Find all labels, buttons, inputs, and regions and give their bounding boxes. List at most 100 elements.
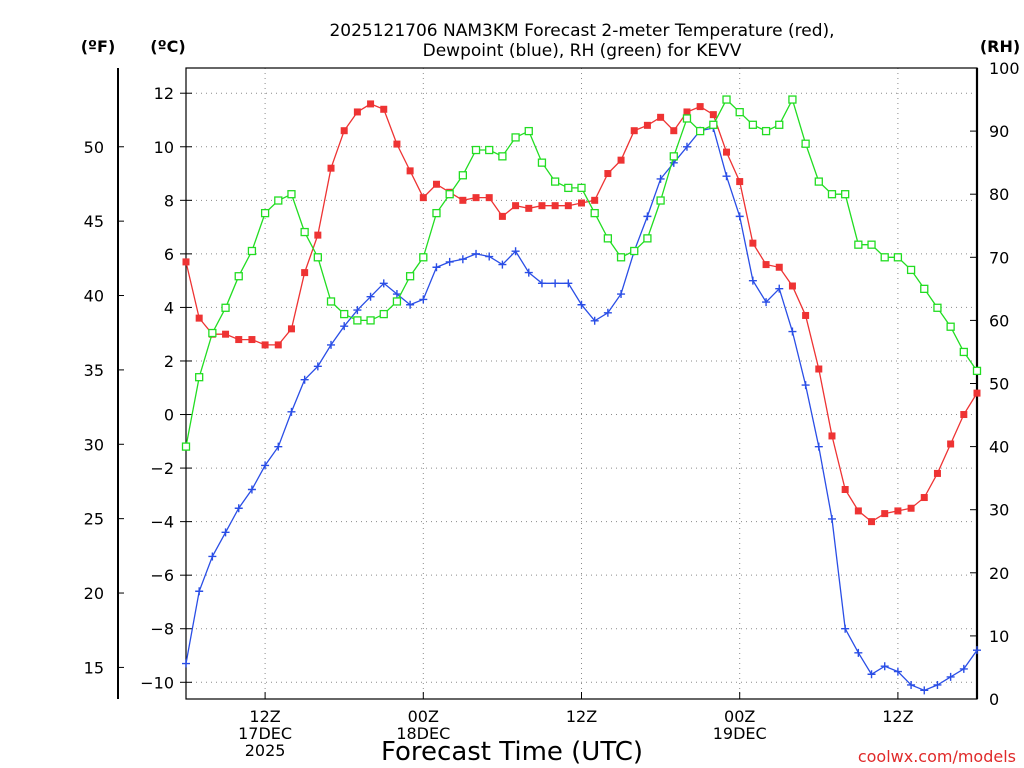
rh-point bbox=[247, 246, 257, 256]
dewpoint-point bbox=[537, 279, 546, 288]
celsius-tick-label: 6 bbox=[164, 245, 174, 264]
rh-point bbox=[630, 246, 639, 256]
temperature-point bbox=[604, 170, 612, 178]
temperature-point bbox=[841, 486, 849, 493]
dewpoint-point bbox=[867, 670, 876, 679]
rh-point bbox=[445, 190, 454, 199]
celsius-tick-label: −10 bbox=[140, 673, 174, 692]
dewpoint-point bbox=[973, 646, 981, 655]
rh-point bbox=[735, 108, 744, 117]
x-tick-label: 12Z bbox=[249, 707, 280, 726]
temperature-point bbox=[736, 178, 744, 186]
x-tick-label: 00Z bbox=[408, 707, 439, 726]
dewpoint-point bbox=[841, 624, 850, 633]
dewpoint-point bbox=[735, 212, 744, 221]
dewpoint-point bbox=[498, 260, 507, 269]
dewpoint-point bbox=[247, 485, 256, 494]
rh-point bbox=[775, 120, 784, 129]
dewpoint-point bbox=[551, 279, 560, 288]
dewpoint-point bbox=[920, 686, 929, 695]
temperature-point bbox=[301, 269, 309, 277]
temperature-point bbox=[393, 140, 401, 148]
rh-point bbox=[590, 208, 599, 218]
rh-point bbox=[432, 208, 441, 218]
dewpoint-point bbox=[617, 290, 626, 299]
rh-tick-label: 100 bbox=[989, 59, 1020, 78]
dewpoint-point bbox=[392, 290, 401, 299]
rh-point bbox=[458, 171, 468, 180]
dewpoint-point bbox=[682, 142, 691, 151]
rh-point bbox=[906, 265, 916, 275]
rh-point bbox=[392, 297, 402, 306]
rh-point bbox=[537, 158, 547, 167]
dewpoint-point bbox=[379, 279, 388, 288]
rh-point bbox=[340, 309, 349, 319]
temperature-point bbox=[551, 202, 559, 210]
celsius-tick-label: 0 bbox=[164, 406, 174, 425]
dewpoint-point bbox=[458, 255, 467, 264]
dewpoint-point bbox=[524, 268, 533, 277]
temperature-point bbox=[670, 127, 678, 135]
rh-tick-label: 50 bbox=[989, 375, 1009, 394]
rh-point bbox=[366, 316, 375, 325]
temperature-point bbox=[881, 510, 889, 518]
rh-tick-label: 70 bbox=[989, 248, 1009, 267]
rh-point bbox=[274, 196, 283, 205]
temperature-point bbox=[498, 212, 506, 220]
dewpoint-point bbox=[656, 174, 665, 183]
rh-point bbox=[405, 272, 415, 281]
fahrenheit-tick-label: 35 bbox=[84, 361, 104, 380]
dewpoint-point bbox=[287, 407, 296, 416]
rh-tick-label: 30 bbox=[989, 501, 1009, 520]
temperature-point bbox=[749, 239, 757, 247]
temperature-point bbox=[195, 314, 203, 322]
x-tick-label: 17DEC bbox=[238, 724, 292, 743]
rh-point bbox=[959, 347, 968, 357]
dewpoint-point bbox=[564, 279, 573, 288]
rh-point bbox=[696, 126, 705, 136]
rh-point bbox=[485, 145, 494, 155]
rh-tick-label: 90 bbox=[989, 122, 1009, 141]
temperature-point bbox=[419, 194, 427, 202]
source-credit: coolwx.com/models bbox=[858, 747, 1016, 766]
rh-point bbox=[287, 190, 296, 199]
rh-point bbox=[709, 120, 718, 129]
fahrenheit-tick-label: 45 bbox=[84, 212, 104, 231]
dewpoint-line bbox=[185, 127, 978, 692]
rh-point bbox=[603, 234, 613, 243]
temperature-point bbox=[775, 263, 783, 271]
temperature-point bbox=[235, 336, 243, 344]
dewpoint-point bbox=[432, 263, 441, 272]
temperature-point bbox=[287, 325, 295, 333]
rh-point bbox=[801, 139, 810, 148]
temperature-point bbox=[960, 411, 968, 419]
celsius-tick-label: 12 bbox=[154, 84, 174, 103]
rh-point bbox=[854, 240, 863, 249]
dewpoint-point bbox=[854, 648, 863, 657]
temperature-point bbox=[578, 199, 585, 207]
temperature-point bbox=[709, 111, 717, 119]
dewpoint-point bbox=[261, 461, 270, 470]
dewpoint-point bbox=[643, 212, 652, 221]
axes bbox=[117, 67, 979, 700]
temperature-point bbox=[261, 341, 269, 349]
x-tick-label: 2025 bbox=[245, 741, 286, 760]
fahrenheit-tick-label: 40 bbox=[84, 287, 104, 306]
celsius-tick-label: 8 bbox=[164, 191, 174, 210]
rh-point bbox=[867, 240, 876, 249]
rh-tick-label: 40 bbox=[989, 438, 1009, 457]
celsius-tick-label: −4 bbox=[150, 513, 174, 532]
rh-point bbox=[656, 196, 665, 205]
dewpoint-point bbox=[946, 672, 955, 681]
celsius-tick-label: 10 bbox=[154, 138, 174, 157]
dewpoint-point bbox=[234, 504, 243, 513]
celsius-tick-label: 2 bbox=[164, 352, 174, 371]
temperature-point bbox=[485, 194, 493, 202]
temperature-point bbox=[854, 507, 862, 515]
fahrenheit-tick-label: 20 bbox=[84, 584, 104, 603]
temperature-point bbox=[828, 432, 836, 440]
celsius-tick-label: −2 bbox=[150, 459, 174, 478]
dewpoint-point bbox=[814, 442, 823, 451]
temperature-point bbox=[762, 261, 770, 269]
celsius-tick-label: 4 bbox=[164, 298, 174, 317]
